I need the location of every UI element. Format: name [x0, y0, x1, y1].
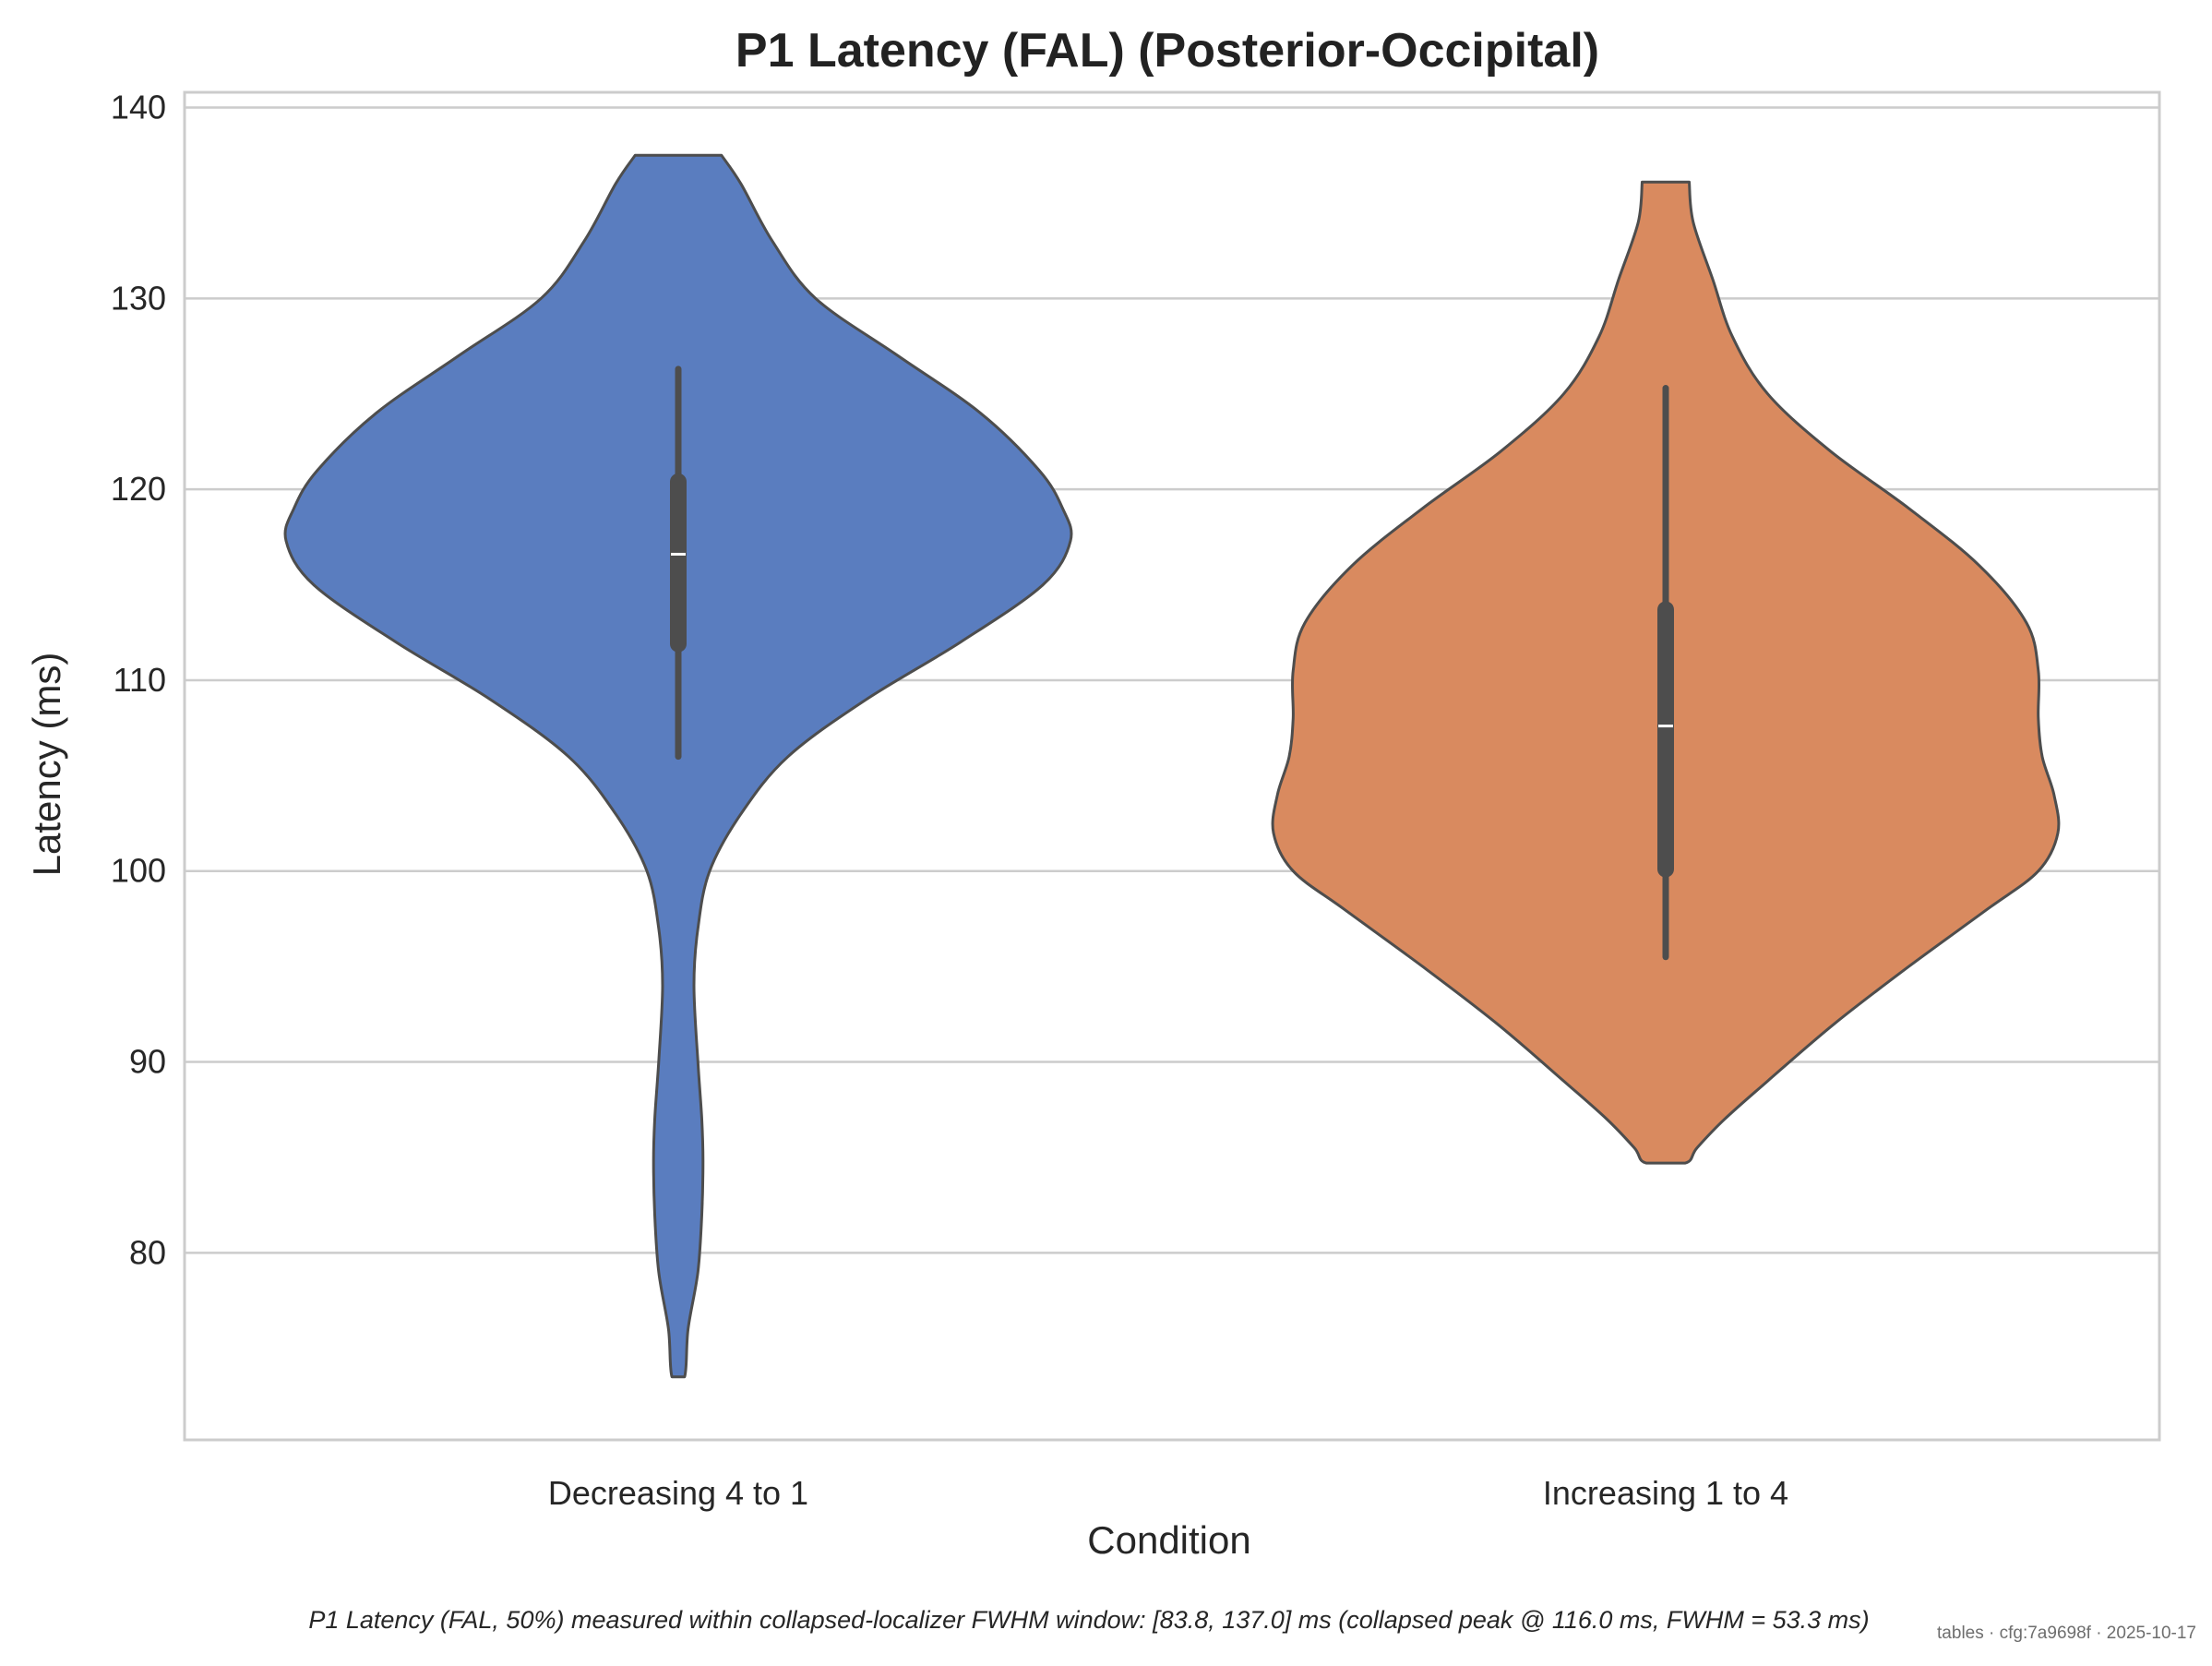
y-tick-label-80: 80	[129, 1233, 166, 1271]
watermark: tables · cfg:7a9698f · 2025-10-17	[1937, 1624, 2196, 1643]
x-axis-label: Condition	[1087, 1518, 1250, 1562]
y-tick-label-130: 130	[111, 279, 166, 317]
x-tick-labels: Decreasing 4 to 1 Increasing 1 to 4	[548, 1474, 1788, 1512]
violins	[283, 153, 2061, 1379]
y-tick-label-100: 100	[111, 852, 166, 890]
x-tick-label-increasing: Increasing 1 to 4	[1543, 1474, 1788, 1512]
y-tick-label-90: 90	[129, 1043, 166, 1081]
y-tick-labels: 80 90 100 110 120 130 140	[111, 89, 166, 1272]
plot-frame	[183, 90, 2161, 1442]
x-tick-label-decreasing: Decreasing 4 to 1	[548, 1474, 808, 1512]
y-tick-label-120: 120	[111, 470, 166, 508]
figure-caption: P1 Latency (FAL, 50%) measured within co…	[308, 1606, 1869, 1634]
chart-title: P1 Latency (FAL) (Posterior-Occipital)	[735, 24, 1599, 78]
y-tick-label-140: 140	[111, 89, 166, 126]
violin-decreasing	[283, 153, 1073, 1379]
y-tick-label-110: 110	[114, 661, 166, 699]
y-axis-label: Latency (ms)	[25, 653, 68, 877]
inner-boxplots	[670, 366, 1674, 961]
